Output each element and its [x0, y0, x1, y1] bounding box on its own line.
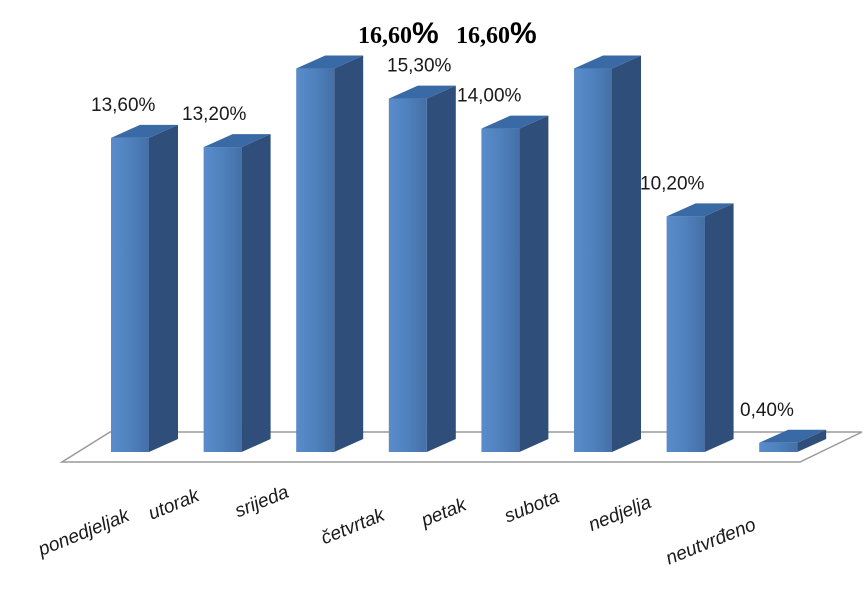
floor-plane [59, 431, 863, 463]
bar-top [666, 203, 734, 217]
bar-side [612, 55, 641, 452]
bar-1 [111, 124, 178, 452]
bar-front [203, 147, 242, 452]
category-label-8: neutvrđeno [663, 514, 759, 569]
bar-side [334, 55, 364, 452]
emphasized-label-srijeda: 16,60% [358, 17, 439, 50]
data-label-8: 0,40% [740, 400, 794, 421]
data-label-7: 10,20% [640, 173, 705, 194]
emphasized-label-subota: 16,60% [456, 17, 537, 50]
bar-front [759, 442, 798, 452]
chart-floor [59, 431, 863, 463]
category-label-6: subota [502, 486, 563, 527]
data-label-2: 13,20% [182, 104, 247, 125]
bar-4 [388, 85, 456, 452]
data-label-1: 13,60% [91, 95, 156, 116]
bar-top [111, 124, 178, 138]
bar-top [759, 429, 827, 443]
bar-front [481, 128, 520, 452]
bars-group [111, 55, 827, 452]
bar-top [296, 55, 364, 69]
category-label-5: petak [418, 494, 471, 532]
bar-side [426, 85, 456, 452]
category-label-7: nedjelja [586, 492, 655, 536]
bar-side [519, 115, 549, 452]
bar-side [149, 124, 178, 452]
bar-side [241, 134, 271, 452]
bar-8 [759, 429, 827, 452]
category-label-2: utorak [146, 485, 204, 525]
bar-6 [574, 55, 641, 452]
bar-5 [481, 115, 549, 452]
bar-top [388, 85, 456, 99]
bar-front [296, 68, 335, 452]
bar-3 [296, 55, 364, 452]
data-label-5: 14,00% [457, 86, 522, 107]
category-label-1: ponedjeljak [35, 505, 134, 561]
bar-side [704, 203, 734, 452]
data-label-4: 15,30% [387, 56, 452, 77]
category-label-3: srijeda [232, 482, 292, 522]
bar-side [797, 429, 827, 452]
bar-top [574, 55, 641, 69]
bar-2 [203, 134, 271, 452]
bar-top [203, 134, 271, 148]
bar-top [481, 115, 549, 129]
bar-front [666, 216, 705, 452]
bar-front [111, 137, 149, 452]
bar-front [574, 68, 612, 452]
data-labels-group: 13,60% 13,20% 15,30%14,00% 10,20% 0,40% [91, 56, 794, 421]
bar-front [388, 98, 427, 452]
category-label-4: četvrtak [318, 504, 389, 549]
category-labels-group: ponedjeljak utorak srijeda četvrtak petak sub… [35, 482, 759, 570]
bar-7 [666, 203, 734, 452]
